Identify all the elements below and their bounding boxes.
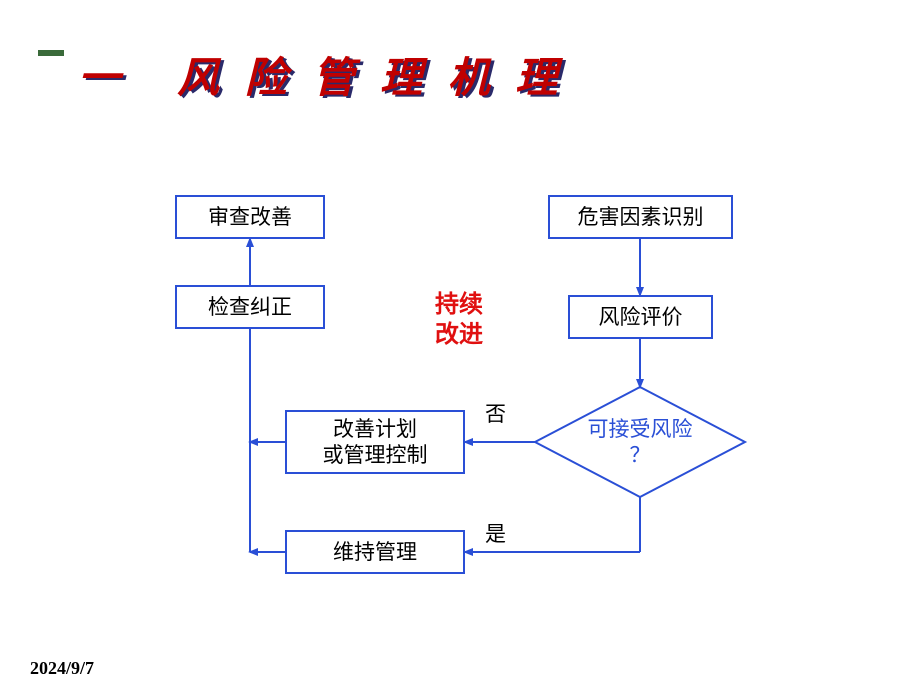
node-improve-line1: 改善计划: [323, 416, 428, 442]
node-acceptable: 可接受风险 ？: [535, 387, 745, 497]
diamond-line2: ？: [588, 442, 693, 468]
node-riskeval: 风险评价: [568, 295, 713, 339]
node-maintain: 维持管理: [285, 530, 465, 574]
node-improve-line2: 或管理控制: [323, 442, 428, 468]
node-check: 检查纠正: [175, 285, 325, 329]
accent-dash: [38, 50, 64, 56]
center-label-line1: 持续: [435, 290, 483, 320]
center-label-line2: 改进: [435, 320, 483, 350]
label-yes: 是: [485, 518, 506, 548]
node-improve: 改善计划 或管理控制: [285, 410, 465, 474]
label-no: 否: [485, 398, 506, 428]
node-hazard: 危害因素识别: [548, 195, 733, 239]
node-review: 审查改善: [175, 195, 325, 239]
center-label: 持续 改进: [435, 290, 483, 350]
diamond-text: 可接受风险 ？: [535, 387, 745, 497]
page-title: 一 风 险 管 理 机 理: [78, 44, 565, 105]
slide-date: 2024/9/7: [30, 658, 94, 679]
diamond-line1: 可接受风险: [588, 416, 693, 442]
